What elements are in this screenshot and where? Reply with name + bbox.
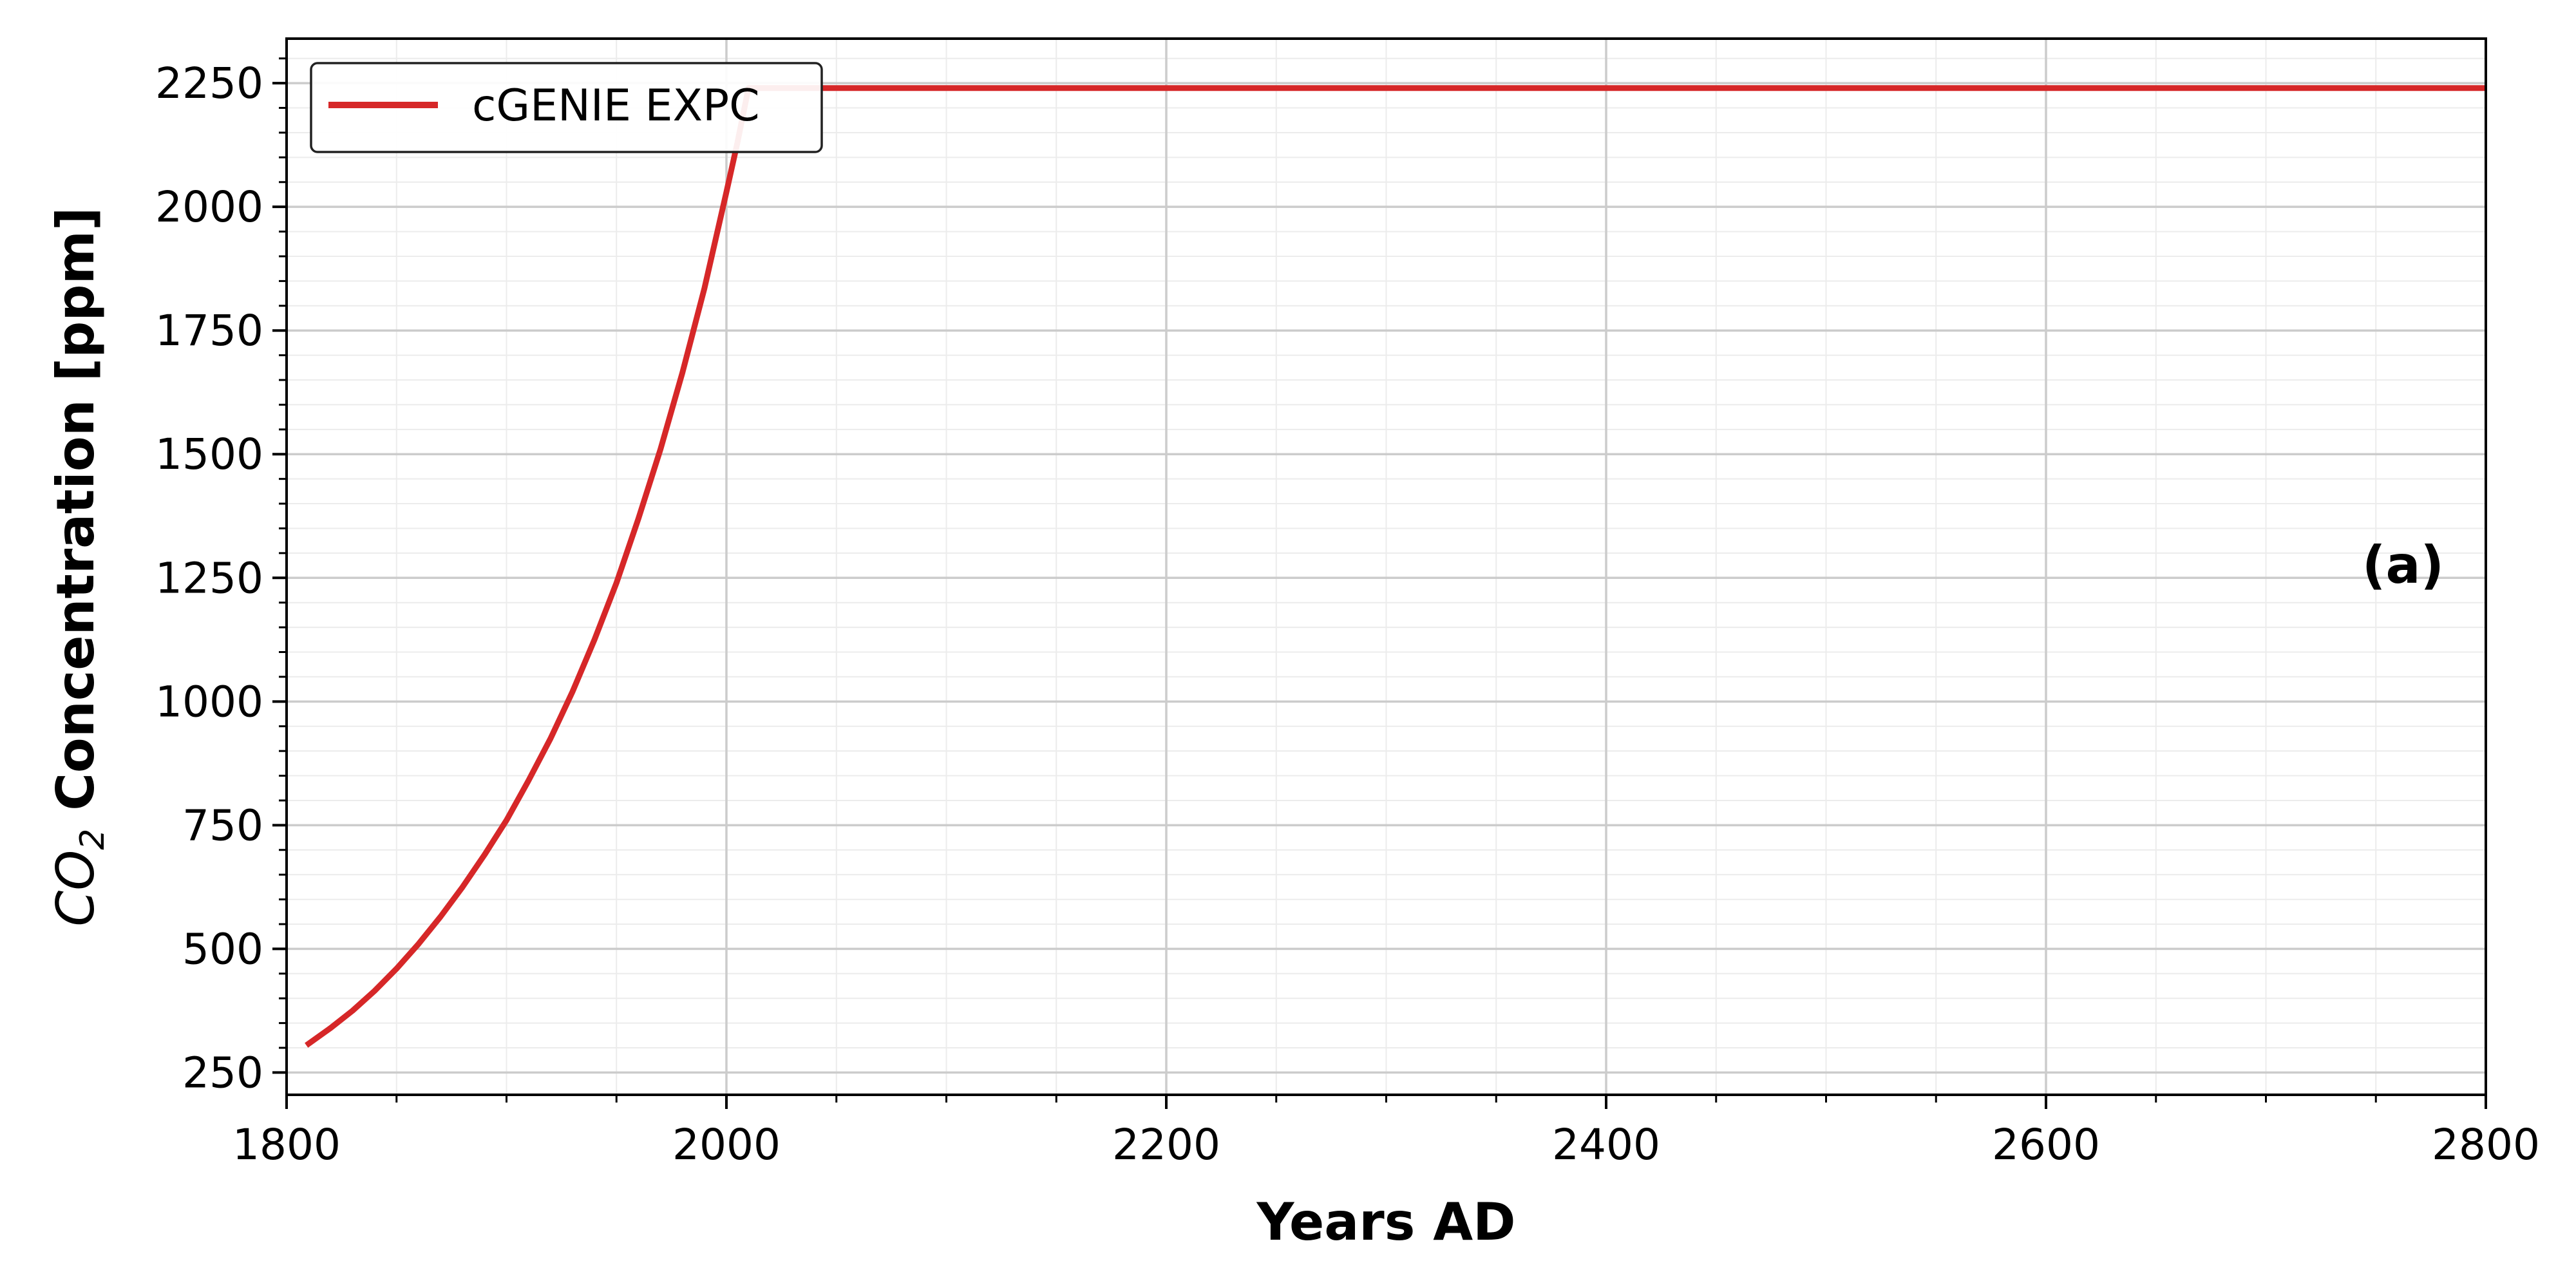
y-tick-label: 500 xyxy=(182,924,263,974)
y-tick-label: 250 xyxy=(182,1048,263,1097)
x-tick-label: 2400 xyxy=(1552,1120,1660,1170)
y-axis-title: CO2 Concentration [ppm] xyxy=(46,207,112,926)
y-tick-label: 1500 xyxy=(155,430,263,479)
y-tick-label: 1750 xyxy=(155,306,263,355)
y-axis-title-rest: Concentration [ppm] xyxy=(46,207,106,828)
x-tick-label: 2200 xyxy=(1112,1120,1220,1170)
x-tick-label: 2800 xyxy=(2432,1120,2540,1170)
y-tick-label: 1000 xyxy=(155,677,263,726)
minor-grid xyxy=(286,39,2486,1095)
major-grid xyxy=(285,39,2487,1095)
legend-box xyxy=(310,62,823,153)
x-tick-label: 1800 xyxy=(232,1120,341,1170)
y-axis-title-subscript: 2 xyxy=(73,829,112,850)
x-tick-label: 2600 xyxy=(1992,1120,2100,1170)
x-tick-label: 2000 xyxy=(672,1120,781,1170)
axis-tick-labels: 1800 2000 2200 2400 2600 2800 250 500 750 1000 125… xyxy=(155,59,2540,1170)
legend-label-cgenie-expc: cGENIE EXPC xyxy=(472,80,760,131)
axis-ticks xyxy=(272,57,2487,1109)
legend: cGENIE EXPC xyxy=(310,62,823,153)
series-layer xyxy=(305,85,2486,1048)
y-tick-label: 2250 xyxy=(155,59,263,108)
series-line-0 xyxy=(305,85,2486,1048)
panel-label: (a) xyxy=(2362,535,2444,595)
y-tick-label: 750 xyxy=(182,800,263,850)
x-axis-title: Years AD xyxy=(1256,1192,1515,1252)
y-axis-title-co: CO xyxy=(46,850,106,927)
y-tick-label: 1250 xyxy=(155,553,263,603)
y-tick-label: 2000 xyxy=(155,182,263,232)
